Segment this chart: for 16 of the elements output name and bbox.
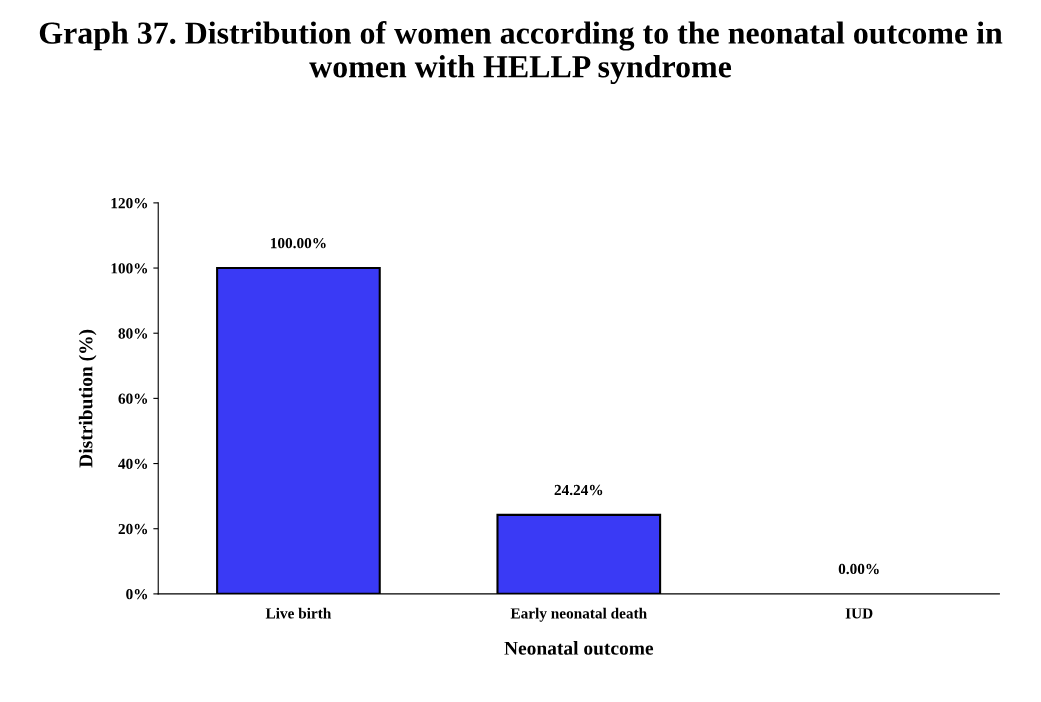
data-label: 100.00% xyxy=(271,237,326,249)
y-tick-label: 40% xyxy=(118,458,148,470)
data-label: 24.24% xyxy=(554,484,603,496)
y-tick-label: 80% xyxy=(118,328,148,339)
y-tick-label: 100% xyxy=(111,263,148,274)
x-axis-title: Neonatal outcome xyxy=(504,641,654,655)
y-tick-label: 120% xyxy=(111,198,148,209)
y-tick-label: 0% xyxy=(126,589,148,600)
x-tick-label: Early neonatal death xyxy=(510,607,647,622)
x-tick-label: IUD xyxy=(845,608,873,619)
y-tick-label: 60% xyxy=(118,393,148,404)
y-tick-label: 20% xyxy=(118,523,148,535)
y-axis-title: Distribution (%) xyxy=(78,329,97,468)
data-label: 0.00% xyxy=(838,563,879,575)
x-tick-label: Live birth xyxy=(265,607,332,619)
chart-title: Graph 37. Distribution of women according to the neonatal outcome in women with HELLP syndrome xyxy=(39,21,1003,85)
